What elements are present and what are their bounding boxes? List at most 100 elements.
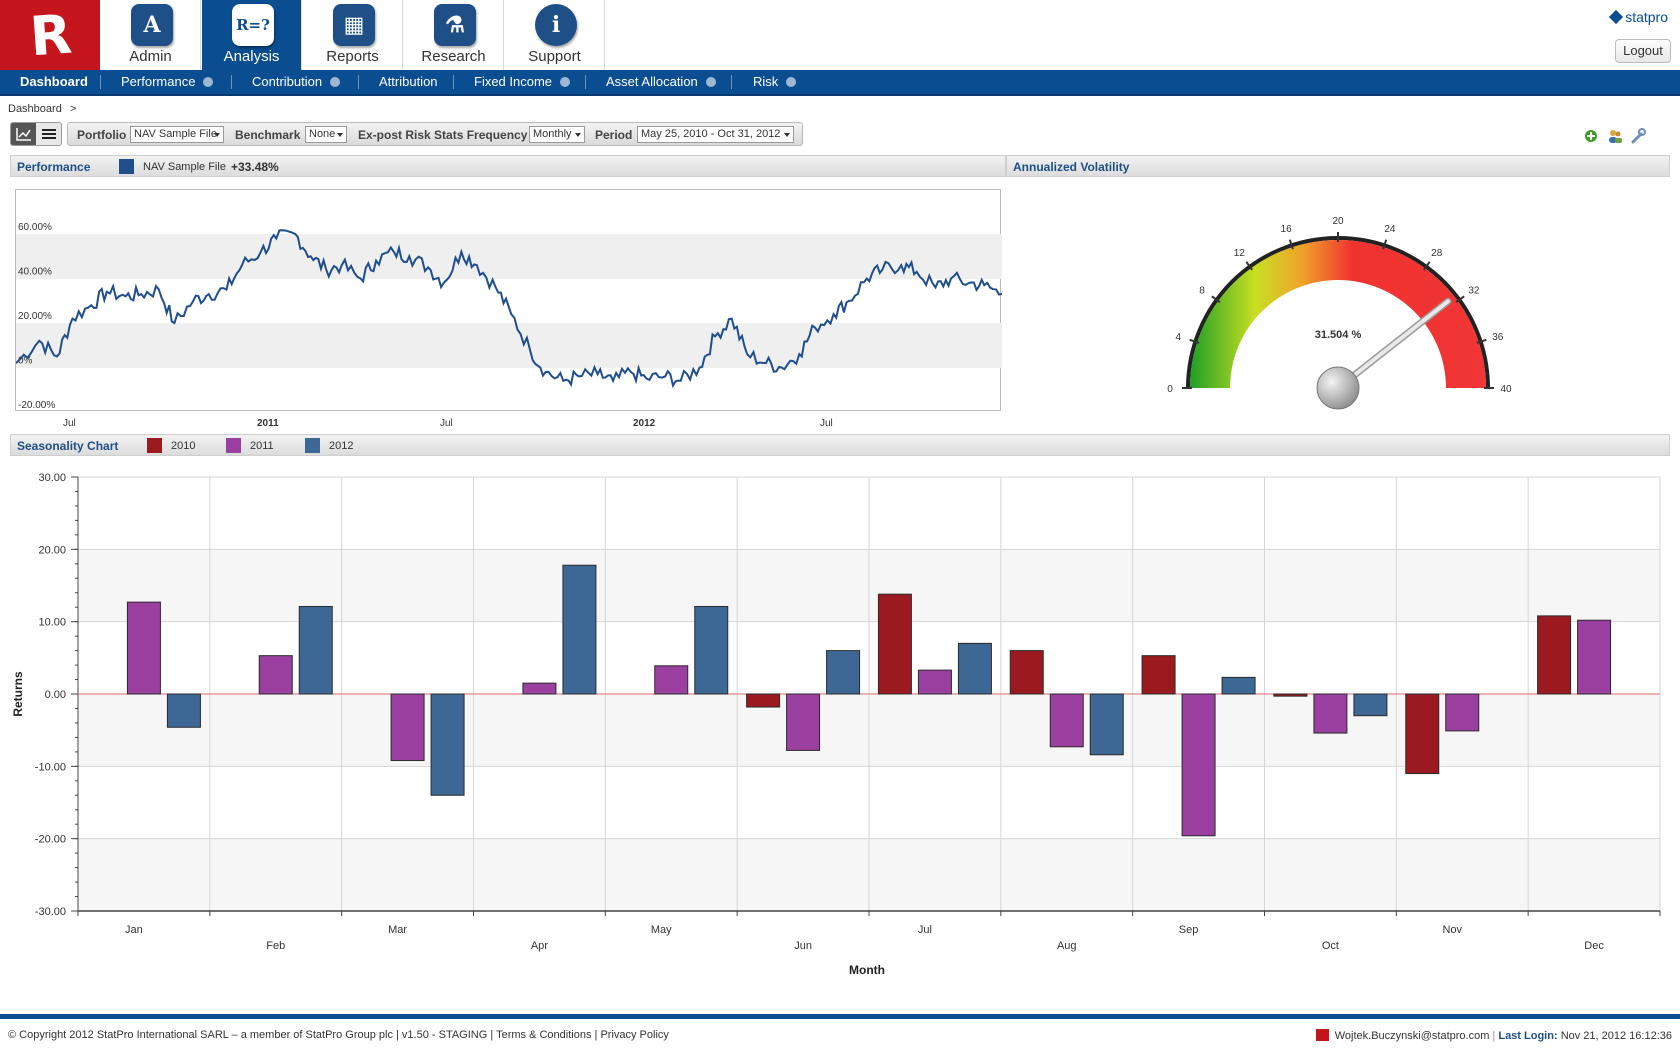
brand-name: statpro (1625, 9, 1668, 25)
tab-admin-label: Admin (129, 48, 172, 65)
privacy-link[interactable]: Privacy Policy (600, 1029, 669, 1041)
volatility-title: Annualized Volatility (1013, 160, 1130, 174)
y-tick-label: 0.00 (45, 689, 66, 701)
frequency-select[interactable]: Monthly (529, 126, 585, 143)
gauge-tick (1423, 261, 1431, 271)
bar-2012-oct (1353, 693, 1388, 717)
plot-band (16, 234, 1002, 279)
chart-view-button[interactable] (11, 123, 36, 145)
legend-label-2011: 2011 (250, 440, 274, 452)
nav-item-performance[interactable]: Performance (121, 74, 214, 89)
nav-item-contribution[interactable]: Contribution (252, 74, 341, 89)
footer: © Copyright 2012 StatPro International S… (0, 1019, 1680, 1050)
portfolio-select[interactable]: NAV Sample File (130, 126, 224, 143)
nav-item-attribution[interactable]: Attribution (379, 74, 438, 89)
chevron-down-icon[interactable] (786, 77, 797, 87)
y-tick-label: 30.00 (38, 472, 66, 484)
gauge-tick-label: 8 (1199, 285, 1205, 296)
nav-item-label: Attribution (379, 74, 438, 89)
x-tick-label: Apr (531, 940, 548, 952)
dropdown-arrow-icon (337, 133, 343, 137)
x-tick-label: Jan (125, 924, 143, 936)
diamond-icon (1609, 9, 1624, 25)
nav-item-risk[interactable]: Risk (753, 74, 797, 89)
chevron-down-icon[interactable] (705, 77, 716, 87)
bar-2010-aug (1009, 650, 1044, 695)
user-email[interactable]: Wojtek.Buczynski@statpro.com (1334, 1030, 1490, 1042)
users-icon[interactable] (1607, 128, 1623, 144)
x-tick-label: Jul (63, 418, 76, 429)
bar-2011-nov (1445, 693, 1480, 732)
tab-research[interactable]: ⚗ Research (404, 0, 504, 70)
app-logo[interactable]: R (0, 0, 100, 70)
nav-item-fixed-income[interactable]: Fixed Income (474, 74, 571, 89)
add-widget-icon[interactable] (1583, 128, 1599, 144)
terms-link[interactable]: Terms & Conditions (496, 1029, 592, 1041)
gauge-needle (1336, 299, 1450, 390)
nav-divider (358, 75, 359, 89)
performance-chart-svg: 60.00% 40.00% 20.00% 0% -20.00% (16, 222, 1002, 411)
wrench-icon[interactable] (1630, 128, 1646, 144)
x-tick-label: Jul (440, 418, 453, 429)
bar-2011-feb (258, 655, 293, 695)
gauge-tick (1382, 239, 1388, 250)
seasonality-header: Seasonality Chart 2010 2011 2012 (10, 434, 1670, 456)
filter-bar: Portfolio NAV Sample File Benchmark None… (67, 122, 803, 146)
x-tick-label: May (651, 924, 672, 936)
breadcrumb: Dashboard > (8, 103, 76, 115)
bar-2010-oct (1273, 693, 1308, 697)
volatility-header: Annualized Volatility (1006, 155, 1670, 177)
tab-reports[interactable]: ▦ Reports (303, 0, 403, 70)
tab-analysis[interactable]: R=? Analysis (202, 0, 302, 70)
chevron-down-icon[interactable] (330, 77, 341, 87)
gauge-tick-label: 36 (1492, 332, 1504, 343)
benchmark-label: Benchmark (235, 128, 301, 142)
chevron-down-icon[interactable] (203, 77, 214, 87)
gauge-tick-label: 4 (1175, 332, 1181, 343)
gauge-tick (1245, 261, 1253, 271)
nav-item-dashboard[interactable]: Dashboard (20, 74, 88, 89)
legend-swatch-nav (119, 159, 134, 174)
nav-divider (231, 75, 232, 89)
footer-right: Wojtek.Buczynski@statpro.com | Last Logi… (1315, 1029, 1672, 1042)
legend-label-2010: 2010 (171, 440, 196, 452)
nav-item-asset-allocation[interactable]: Asset Allocation (606, 74, 716, 89)
nav-divider (731, 75, 732, 89)
tab-reports-label: Reports (326, 48, 379, 65)
list-icon (41, 129, 56, 139)
nav-divider (100, 75, 101, 89)
dropdown-arrow-icon (214, 133, 220, 137)
x-tick-label: 2012 (633, 418, 656, 429)
dropdown-arrow-icon (575, 133, 581, 137)
y-tick-label: -30.00 (35, 906, 66, 918)
breadcrumb-dashboard[interactable]: Dashboard (8, 103, 62, 115)
tab-admin[interactable]: A Admin (101, 0, 201, 70)
bar-2012-jan (166, 693, 201, 728)
bar-2011-oct (1313, 693, 1348, 734)
logout-button[interactable]: Logout (1615, 39, 1671, 63)
y-tick-label: 60.00% (18, 222, 52, 233)
y-tick-label: -10.00 (35, 761, 66, 773)
benchmark-select-value: None (309, 128, 336, 140)
copyright-text: © Copyright 2012 StatPro International S… (8, 1029, 494, 1041)
list-view-button[interactable] (36, 123, 61, 145)
benchmark-select[interactable]: None (305, 126, 347, 143)
chevron-down-icon[interactable] (560, 77, 571, 87)
plot-band (16, 323, 1002, 368)
x-tick-label: 2011 (257, 418, 279, 429)
legend-label-2012: 2012 (329, 440, 354, 452)
logo-letter: R (28, 2, 72, 68)
bar-2012-jun (826, 650, 861, 695)
portfolio-label: Portfolio (77, 128, 127, 142)
series-line-nav-sample-file (16, 229, 1002, 389)
legend-label-nav: NAV Sample File (143, 161, 226, 173)
bar-2012-mar (430, 693, 465, 796)
period-select[interactable]: May 25, 2010 - Oct 31, 2012 (637, 126, 794, 143)
bar-2011-jun (786, 693, 821, 751)
y-tick-label: 10.00 (38, 617, 66, 629)
tab-support[interactable]: i Support (505, 0, 605, 70)
x-tick-label: Feb (266, 940, 285, 952)
user-icon (1315, 1029, 1329, 1041)
nav-divider (585, 75, 586, 89)
gauge-tick (1189, 338, 1200, 344)
